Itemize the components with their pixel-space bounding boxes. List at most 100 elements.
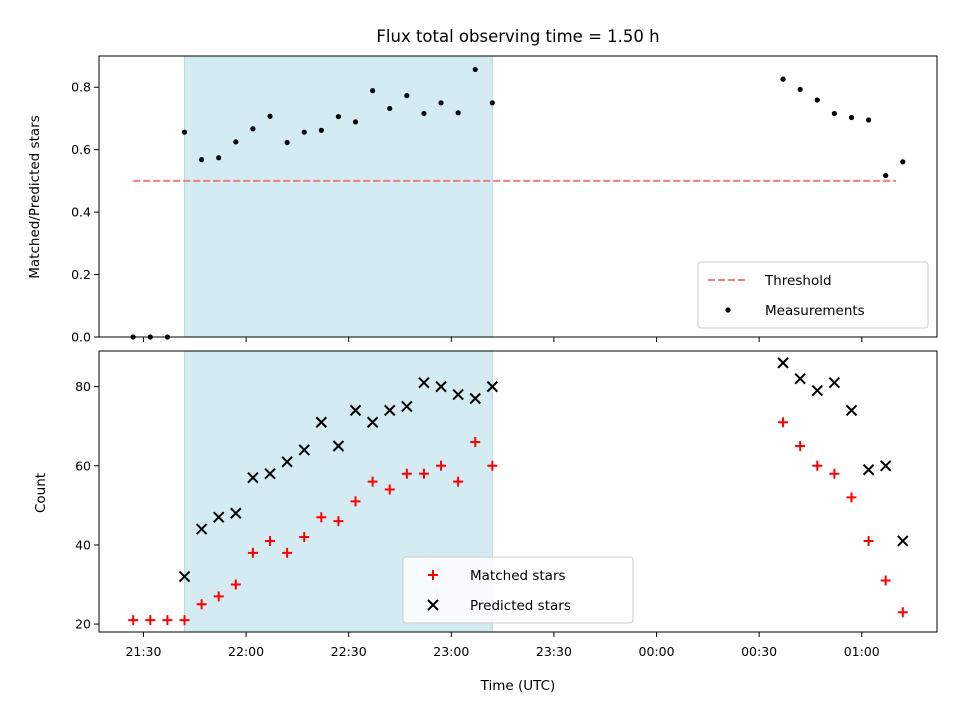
data-point xyxy=(335,113,342,120)
y-tick-label: 0.6 xyxy=(71,142,91,157)
legend-item: Matched stars xyxy=(428,568,566,584)
y-tick-label: 0.8 xyxy=(71,80,91,95)
data-point xyxy=(489,100,495,106)
data-point xyxy=(862,464,875,476)
data-point xyxy=(778,417,789,428)
data-point xyxy=(900,159,906,165)
legend: Matched stars Predicted stars xyxy=(402,556,634,624)
data-point xyxy=(795,440,806,451)
y-tick-label: 60 xyxy=(75,458,91,473)
data-point xyxy=(418,468,429,479)
y-tick-label: 80 xyxy=(75,379,91,394)
data-point xyxy=(352,119,359,125)
data-point xyxy=(472,66,478,73)
data-point xyxy=(178,570,191,583)
chart-title: Flux total observing time = 1.50 h xyxy=(376,27,659,46)
legend-swatch xyxy=(427,599,439,611)
data-point xyxy=(418,376,430,389)
data-point xyxy=(797,86,803,93)
data-point xyxy=(230,507,242,519)
data-point xyxy=(421,110,427,117)
data-point xyxy=(216,155,222,161)
data-point xyxy=(298,444,310,456)
data-point xyxy=(845,404,858,417)
data-point xyxy=(247,471,259,484)
data-point xyxy=(333,516,344,527)
data-point xyxy=(267,113,273,119)
y-tick-label: 0.2 xyxy=(71,267,91,282)
data-point xyxy=(469,392,481,405)
data-point xyxy=(828,376,841,389)
data-point xyxy=(199,157,205,163)
top-y-axis-label: Matched/Predicted stars xyxy=(27,115,43,278)
data-point xyxy=(145,615,156,626)
data-point xyxy=(367,476,378,487)
legend-swatch xyxy=(428,570,438,580)
data-point xyxy=(883,172,889,179)
y-tick-label: 40 xyxy=(75,537,91,552)
legend-label: Matched stars xyxy=(470,568,566,584)
data-point xyxy=(181,129,188,135)
data-point xyxy=(863,535,874,546)
data-point xyxy=(897,607,908,618)
top-ratio-panel: 0.0 0.2 0.4 0.6 0.8 Threshold Measurements xyxy=(71,55,938,345)
data-point xyxy=(404,93,410,99)
data-point xyxy=(213,591,224,602)
data-point xyxy=(370,88,376,94)
plot-frame xyxy=(98,350,938,633)
data-point xyxy=(470,437,481,448)
data-point xyxy=(846,492,857,503)
data-point xyxy=(195,523,208,535)
data-point xyxy=(865,117,872,123)
x-axis-label: Time (UTC) xyxy=(480,678,556,694)
data-point xyxy=(435,380,447,393)
legend-swatch xyxy=(725,307,731,313)
data-point xyxy=(282,547,293,558)
data-point xyxy=(880,575,891,586)
data-point xyxy=(350,496,361,507)
data-point xyxy=(387,105,393,112)
bottom-y-axis-label: Count xyxy=(33,473,49,513)
data-point xyxy=(794,372,806,385)
series-matched-stars xyxy=(128,417,908,626)
data-point xyxy=(897,535,909,547)
data-point xyxy=(487,460,498,471)
data-point xyxy=(812,460,823,471)
x-tick-label: 21:30 xyxy=(125,644,161,659)
data-point xyxy=(455,110,461,116)
data-point xyxy=(349,404,362,417)
x-tick-label: 22:00 xyxy=(228,644,264,659)
y-tick-label: 0.0 xyxy=(71,330,91,345)
data-point xyxy=(384,484,395,495)
data-point xyxy=(384,404,396,417)
data-point xyxy=(162,615,173,626)
x-tick-label: 00:00 xyxy=(639,644,675,659)
series-measurements xyxy=(130,66,906,340)
data-point xyxy=(299,532,310,543)
shaded-observing-interval xyxy=(184,55,493,338)
x-tick-label: 00:30 xyxy=(741,644,777,659)
legend-box xyxy=(402,556,634,624)
data-point xyxy=(777,357,789,369)
data-point xyxy=(213,511,225,523)
x-tick-label: 23:30 xyxy=(536,644,572,659)
data-point xyxy=(848,114,855,121)
data-point xyxy=(179,615,190,626)
y-tick-label: 0.4 xyxy=(71,205,91,220)
x-tick-label: 22:30 xyxy=(331,644,367,659)
data-point xyxy=(814,97,820,103)
data-point xyxy=(811,384,823,397)
bottom-count-panel: 20 40 60 80 21:30 22:00 22:30 23:00 23:30 00:00 00… xyxy=(75,350,938,659)
data-point xyxy=(366,416,379,428)
data-point xyxy=(247,547,258,558)
data-point xyxy=(301,129,307,135)
data-point xyxy=(438,100,444,106)
data-point xyxy=(284,139,290,146)
data-point xyxy=(401,400,413,413)
legend-label: Measurements xyxy=(765,303,865,319)
legend: Threshold Measurements xyxy=(697,261,929,329)
series-predicted-stars xyxy=(178,357,909,583)
data-point xyxy=(196,599,207,610)
legend-item: Measurements xyxy=(725,303,865,319)
